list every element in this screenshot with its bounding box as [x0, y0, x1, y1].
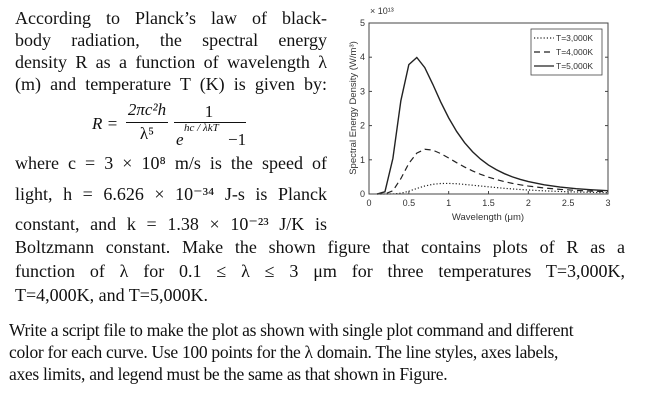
series-line-2	[376, 148, 609, 195]
fraction-bar-1	[126, 122, 168, 123]
y-axis-label: Spectral Energy Density (W/m³)	[348, 41, 359, 175]
problem-line-3: density R as a function of wavelength λ	[15, 52, 327, 72]
formula-num1: 2πc²h	[127, 100, 167, 119]
boltzmann-line: Boltzmann constant. Make the shown figur…	[15, 237, 625, 257]
constant-line: constant, and k = 1.38 × 10⁻²³ J/K is	[15, 214, 327, 234]
legend-label-1: T=3,000K	[556, 33, 593, 43]
planck-chart: 0 0.5 1 1.5 2 2.5 3 0 1 2 3 4 5 × 10¹³ Wavelength (…	[348, 6, 611, 223]
problem-line-4: (m) and temperature T (K) is given by:	[15, 74, 327, 94]
legend-label-3: T=5,000K	[556, 61, 593, 71]
x-tick-label: 1	[446, 198, 451, 208]
problem-line-2: body radiation, the spectral energy	[15, 30, 327, 50]
formula-den1: λ⁵	[139, 124, 155, 143]
x-axis-label: Wavelength (μm)	[452, 212, 524, 223]
last-line: T=4,000K, and T=5,000K.	[15, 285, 208, 305]
series-line-3	[376, 56, 609, 195]
y-tick-label: 0	[360, 189, 365, 199]
y-tick-label: 5	[360, 18, 365, 28]
y-ticks: 0 1 2 3 4 5	[360, 18, 608, 199]
formula-den2-tail: −1	[228, 130, 247, 149]
where-line: where c = 3 × 10⁸ m/s is the speed of	[15, 153, 327, 173]
fraction-bar-2	[174, 122, 246, 123]
task-line-2: color for each curve. Use 100 points for…	[9, 342, 559, 362]
y-multiplier: × 10¹³	[370, 6, 394, 16]
x-tick-label: 2	[526, 198, 531, 208]
task-line-3: axes limits, and legend must be the same…	[9, 364, 448, 384]
y-tick-label: 1	[360, 155, 365, 165]
formula-lhs: R =	[92, 114, 119, 133]
y-tick-label: 2	[360, 121, 365, 131]
y-tick-label: 3	[360, 86, 365, 96]
legend: T=3,000K T=4,000K T=5,000K	[530, 28, 603, 76]
legend-label-2: T=4,000K	[556, 47, 593, 57]
x-ticks: 0 0.5 1 1.5 2 2.5 3	[366, 191, 611, 208]
x-tick-label: 0.5	[403, 198, 416, 208]
function-line: function of λ for 0.1 ≤ λ ≤ 3 μm for thr…	[15, 261, 625, 281]
x-tick-label: 1.5	[482, 198, 495, 208]
formula-den2-base: e	[176, 130, 184, 149]
legend-box	[530, 28, 603, 76]
formula-num2: 1	[204, 102, 214, 121]
x-tick-label: 0	[366, 198, 371, 208]
planck-formula: R = 2πc²h λ⁵ 1 e hc / λkT −1	[92, 100, 272, 150]
task-line-1: Write a script file to make the plot as …	[9, 320, 574, 340]
curves	[376, 56, 609, 195]
x-tick-label: 3	[605, 198, 610, 208]
problem-line-1: According to Planck’s law of black-	[15, 8, 327, 28]
light-line: light, h = 6.626 × 10⁻³⁴ J-s is Planck	[15, 184, 327, 204]
x-tick-label: 2.5	[562, 198, 575, 208]
y-tick-label: 4	[360, 52, 365, 62]
formula-den2-exponent: hc / λkT	[184, 122, 219, 134]
